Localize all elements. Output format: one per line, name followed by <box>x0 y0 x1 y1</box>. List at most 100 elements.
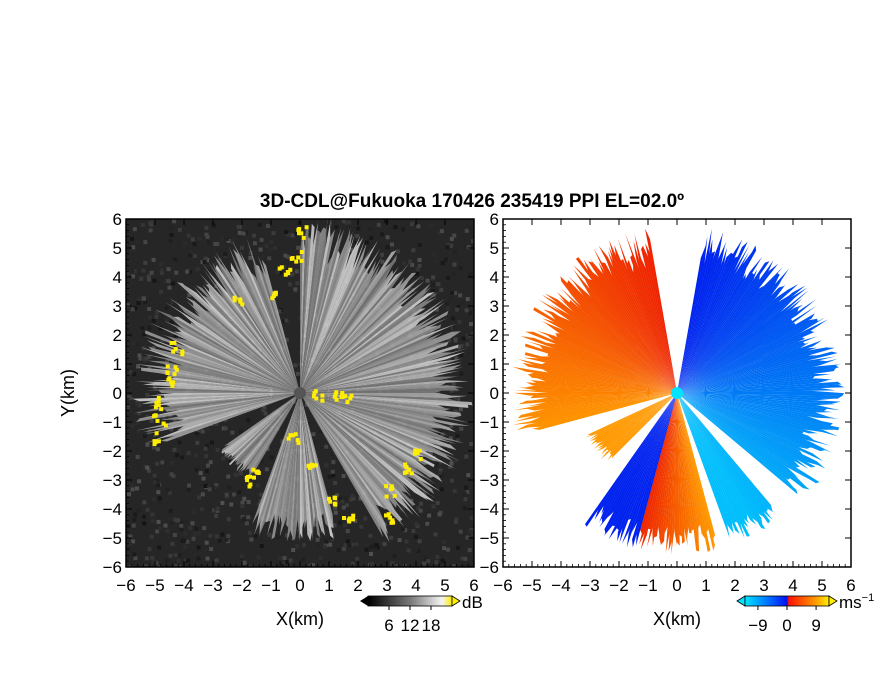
noise-speckle <box>175 478 180 483</box>
noise-speckle <box>271 562 275 567</box>
noise-speckle <box>341 474 346 478</box>
velocity-ray <box>513 392 677 396</box>
noise-speckle <box>137 298 142 303</box>
noise-speckle <box>207 269 212 274</box>
velocity-ray <box>601 393 677 514</box>
velocity-ray <box>591 393 677 445</box>
reflectivity-ray <box>300 266 399 393</box>
noise-speckle <box>244 521 249 526</box>
velocity-ray <box>616 393 677 531</box>
reflectivity-yellow-echo <box>247 484 252 489</box>
reflectivity-colorbar-high-arrow <box>451 595 461 607</box>
reflectivity-ray <box>300 393 329 528</box>
reflectivity-ray <box>300 393 311 541</box>
reflectivity-ray <box>280 393 300 524</box>
noise-speckle <box>331 460 336 465</box>
reflectivity-ray <box>274 393 300 523</box>
noise-speckle <box>128 534 133 539</box>
noise-speckle <box>240 503 245 508</box>
velocity-ray <box>659 393 677 545</box>
velocity-ray <box>677 393 715 551</box>
reflectivity-yellow-echo <box>386 512 391 517</box>
noise-speckle <box>290 272 295 277</box>
y-tick-label: −3 <box>480 471 499 490</box>
noise-speckle <box>192 242 197 247</box>
noise-speckle <box>220 501 225 505</box>
reflectivity-yellow-echo <box>412 451 417 456</box>
noise-speckle <box>226 474 231 479</box>
noise-speckle <box>137 353 142 358</box>
reflectivity-yellow-echo <box>166 377 171 382</box>
noise-speckle <box>174 564 179 567</box>
velocity-ray <box>677 393 750 537</box>
reflectivity-yellow-echo <box>388 515 393 520</box>
noise-speckle <box>380 252 384 257</box>
noise-speckle <box>132 552 137 557</box>
noise-speckle <box>130 307 135 312</box>
velocity-ray <box>587 393 677 435</box>
noise-speckle <box>288 282 292 287</box>
velocity-ray <box>677 319 828 393</box>
velocity-ray <box>520 336 677 393</box>
reflectivity-yellow-echo <box>332 394 337 399</box>
noise-speckle <box>169 427 174 432</box>
reflectivity-ray <box>259 268 300 393</box>
reflectivity-ray <box>300 262 410 393</box>
noise-speckle <box>307 563 312 567</box>
noise-speckle <box>191 534 196 539</box>
noise-speckle <box>460 300 465 305</box>
velocity-ray <box>541 362 677 393</box>
velocity-ray <box>677 342 810 393</box>
reflectivity-ray <box>300 393 429 501</box>
velocity-ray <box>677 393 820 484</box>
noise-speckle <box>152 473 157 478</box>
velocity-ray <box>550 304 677 393</box>
velocity-ray <box>536 330 677 393</box>
reflectivity-yellow-echo <box>172 340 177 345</box>
noise-speckle <box>302 543 306 548</box>
noise-speckle <box>180 455 185 460</box>
velocity-colorbar-low-arrow <box>736 595 746 607</box>
noise-speckle <box>453 474 458 479</box>
noise-speckle <box>453 337 458 342</box>
velocity-ray <box>513 393 677 411</box>
velocity-ray <box>523 357 677 393</box>
velocity-ray <box>575 257 677 393</box>
reflectivity-ray <box>155 348 300 393</box>
velocity-ray <box>611 393 677 459</box>
velocity-ray <box>545 342 677 393</box>
noise-speckle <box>126 303 130 308</box>
noise-speckle <box>237 230 242 235</box>
noise-speckle <box>465 297 470 302</box>
noise-speckle <box>214 558 219 563</box>
noise-speckle <box>207 487 212 492</box>
noise-speckle <box>440 432 445 437</box>
noise-speckle <box>468 272 473 277</box>
reflectivity-ray <box>167 374 300 393</box>
velocity-ray <box>532 393 677 401</box>
reflectivity-ray <box>133 393 300 414</box>
noise-speckle <box>147 564 152 567</box>
velocity-colorbar-strip <box>744 595 830 607</box>
noise-speckle <box>340 238 345 243</box>
noise-speckle <box>169 472 174 477</box>
noise-speckle <box>215 448 220 452</box>
noise-speckle <box>164 558 169 563</box>
velocity-ray <box>677 367 837 393</box>
noise-speckle <box>469 339 474 343</box>
noise-speckle <box>174 270 179 275</box>
noise-speckle <box>131 539 135 544</box>
noise-speckle <box>380 259 385 264</box>
noise-speckle <box>349 497 353 502</box>
noise-speckle <box>133 306 138 311</box>
noise-speckle <box>431 292 436 297</box>
noise-speckle <box>128 366 133 371</box>
noise-speckle <box>196 428 200 433</box>
reflectivity-ray <box>300 223 315 393</box>
reflectivity-yellow-echo <box>296 228 301 232</box>
reflectivity-ray <box>142 353 300 393</box>
reflectivity-ray <box>300 229 320 393</box>
noise-speckle <box>438 561 443 566</box>
noise-speckle <box>253 546 258 551</box>
reflectivity-yellow-echo <box>172 372 177 377</box>
